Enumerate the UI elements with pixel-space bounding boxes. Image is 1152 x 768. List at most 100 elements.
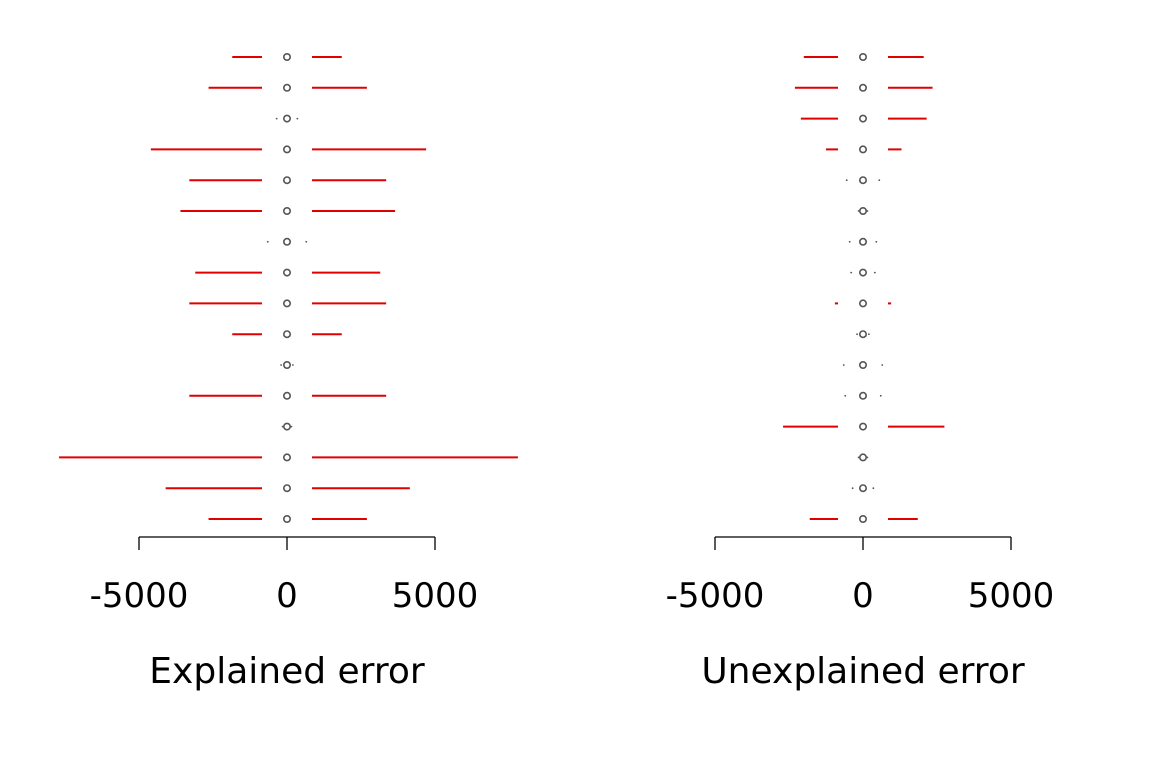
center-point	[858, 114, 867, 123]
errorbar-row	[844, 391, 882, 400]
errorbar-right-end	[868, 333, 870, 336]
errorbar-left-end	[857, 210, 860, 212]
errorbar-right-end	[881, 364, 884, 366]
center-point	[282, 360, 291, 369]
center-point	[858, 176, 867, 185]
center-point	[858, 237, 867, 246]
errorbar-right-end	[292, 364, 294, 366]
errorbar-right-end	[879, 394, 882, 397]
errorbar-right-end	[878, 179, 881, 182]
errorbar-row	[189, 176, 387, 185]
errorbar-row	[826, 145, 902, 154]
center-point	[282, 207, 291, 216]
center-point	[858, 330, 867, 339]
center-point	[858, 83, 867, 92]
errorbar-row	[783, 422, 945, 431]
errorbar-row	[232, 330, 342, 339]
center-point	[858, 52, 867, 61]
center-point	[858, 453, 867, 462]
errorbar-left-end	[848, 240, 851, 243]
errorbar-row	[857, 207, 869, 216]
errorbar-row	[851, 484, 875, 493]
errorbar-row	[803, 52, 924, 61]
center-point	[282, 268, 291, 277]
errorbar-row	[857, 453, 869, 462]
errorbar-row	[275, 114, 299, 123]
errorbar-left-end	[281, 425, 284, 428]
errorbar-left-end	[845, 179, 848, 182]
errorbar-row	[195, 268, 381, 277]
center-point	[282, 299, 291, 308]
x-tick-label: 5000	[968, 576, 1055, 616]
center-point	[282, 83, 291, 92]
errorbar-row	[800, 114, 927, 123]
x-tick-label: 0	[276, 576, 298, 616]
errorbar-left-end	[851, 487, 854, 490]
errorbar-row	[834, 299, 892, 308]
errorbar-row	[180, 207, 396, 216]
panel-unexplained-error: -5000 0 5000 Unexplained error	[666, 52, 1055, 692]
errorbar-left-end	[280, 364, 282, 366]
center-point	[858, 422, 867, 431]
center-point	[282, 176, 291, 185]
center-point	[282, 145, 291, 154]
x-tick-label: 0	[852, 576, 874, 616]
errorbar-row	[856, 330, 870, 339]
center-point	[282, 484, 291, 493]
errorbar-row	[165, 484, 410, 493]
errorbar-left-end	[266, 240, 269, 243]
center-point	[858, 484, 867, 493]
errorbar-row	[281, 422, 293, 431]
center-point	[282, 330, 291, 339]
errorbar-right-end	[866, 456, 869, 459]
x-axis-title: Explained error	[149, 651, 425, 692]
errorbar-left-end	[856, 333, 858, 336]
center-point	[858, 299, 867, 308]
errorbar-row	[208, 514, 367, 523]
errorbar-left-end	[842, 364, 845, 366]
center-point	[858, 268, 867, 277]
center-point	[282, 453, 291, 462]
errorbar-row	[189, 391, 387, 400]
errorbar-right-end	[305, 240, 308, 243]
center-point	[858, 514, 867, 523]
errorbar-right-end	[866, 210, 869, 212]
errorbar-right-end	[875, 240, 878, 243]
errorbar-row	[208, 83, 367, 92]
errorbar-right-end	[872, 487, 875, 490]
errorbar-right-end	[296, 117, 299, 120]
center-point	[282, 391, 291, 400]
center-point	[858, 145, 867, 154]
center-point	[282, 52, 291, 61]
panel-explained-error: -5000 0 5000 Explained error	[59, 52, 518, 692]
errorbar-row	[232, 52, 342, 61]
errorbar-left-end	[857, 456, 860, 459]
x-tick-label: 5000	[392, 576, 479, 616]
errorbar-row	[280, 360, 294, 369]
errorbar-row	[266, 237, 308, 246]
errorbar-row	[189, 299, 387, 308]
errorbar-row	[59, 453, 518, 462]
errorbar-row	[850, 268, 876, 277]
center-point	[282, 114, 291, 123]
errorbar-row	[809, 514, 918, 523]
center-point	[282, 422, 291, 431]
errorbar-right-end	[290, 425, 293, 428]
x-tick-label: -5000	[666, 576, 765, 616]
errorbar-right-end	[873, 271, 876, 274]
errorbar-row	[794, 83, 933, 92]
center-point	[858, 360, 867, 369]
errorbar-left-end	[275, 117, 278, 120]
center-point	[858, 207, 867, 216]
errorbar-left-end	[850, 271, 853, 274]
center-point	[858, 391, 867, 400]
errorbar-row	[848, 237, 878, 246]
center-point	[282, 237, 291, 246]
errorbar-row	[842, 360, 884, 369]
errorbar-left-end	[844, 394, 847, 397]
errorbar-row	[845, 176, 881, 185]
x-tick-label: -5000	[90, 576, 189, 616]
x-axis-title: Unexplained error	[701, 651, 1025, 692]
center-point	[282, 514, 291, 523]
